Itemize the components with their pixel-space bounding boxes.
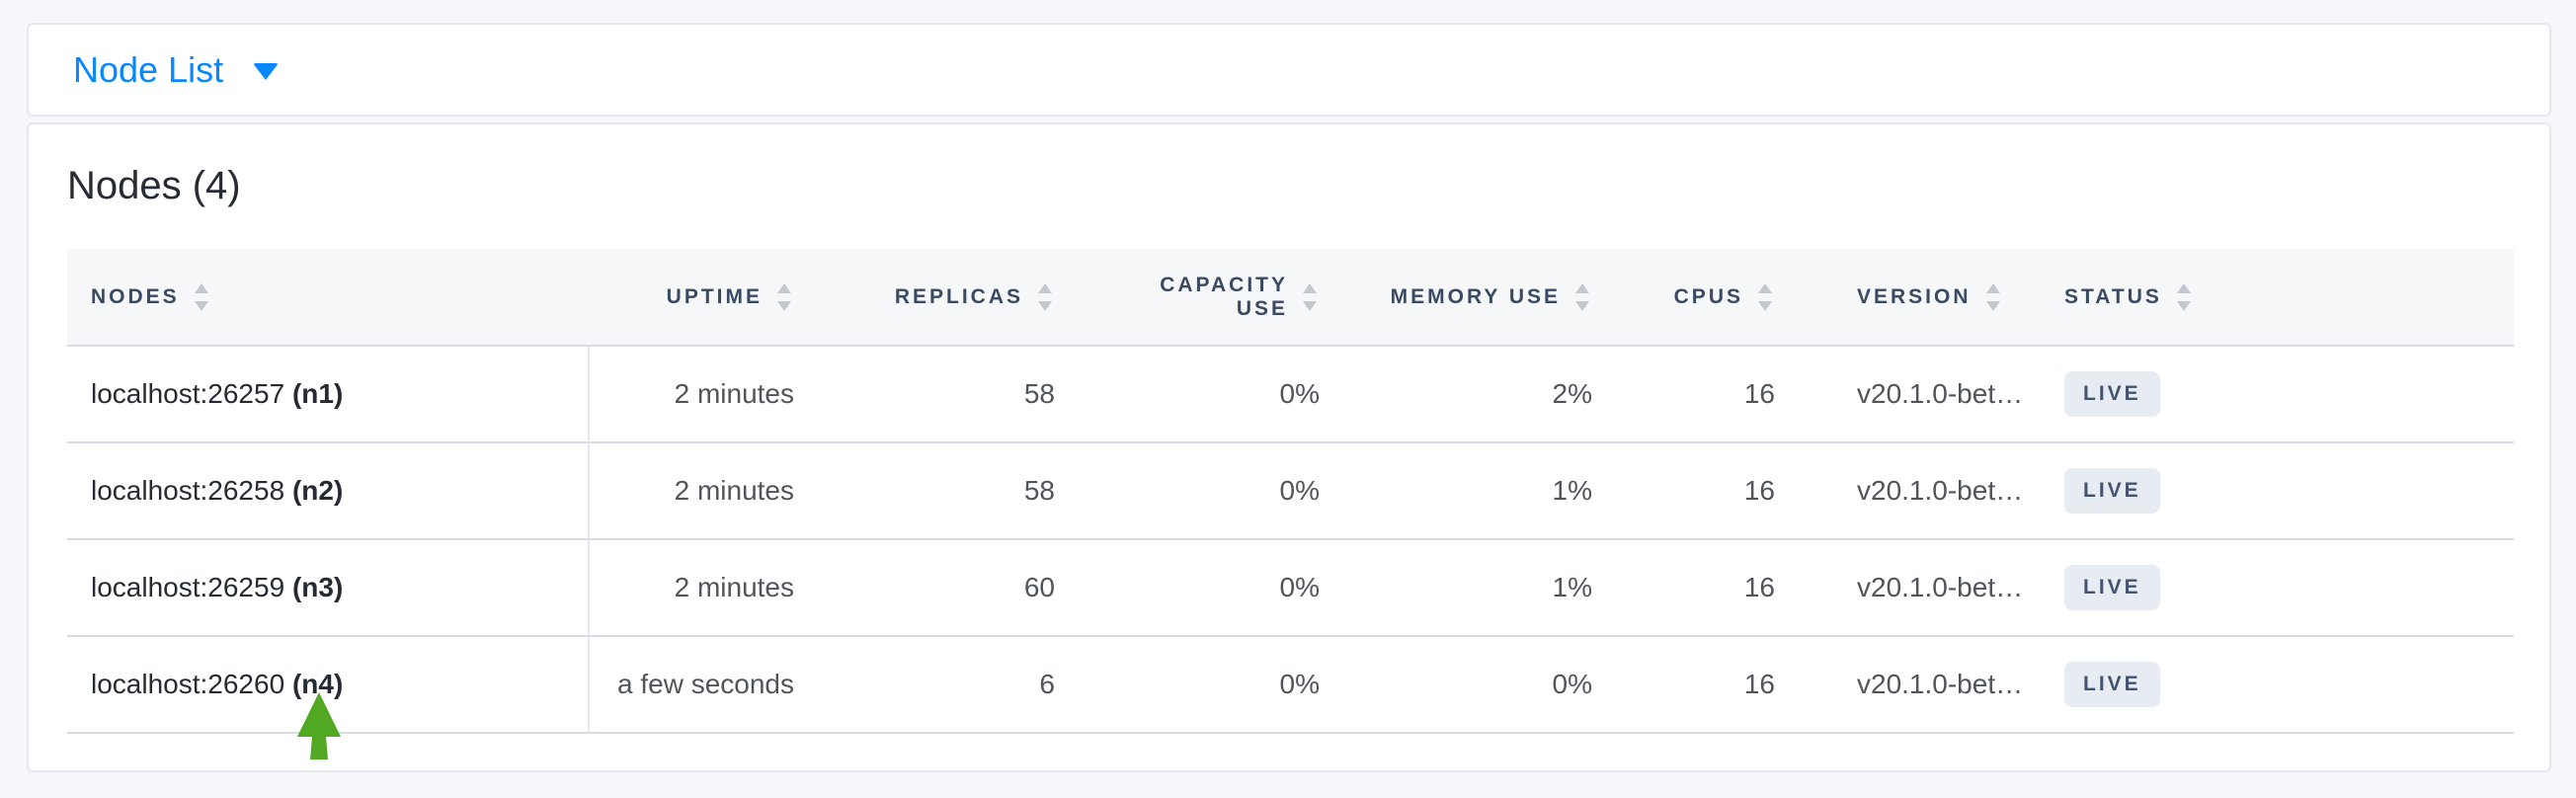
cell-status: LIVE — [2027, 636, 2514, 734]
cell-version: v20.1.0-bet… — [1819, 636, 2027, 734]
cell-status: LIVE — [2027, 539, 2514, 637]
cell-uptime: 2 minutes — [589, 442, 857, 540]
cell-version: v20.1.0-bet… — [1819, 442, 2027, 540]
column-header-nodes[interactable]: NODES — [67, 249, 589, 347]
cell-cpus: 16 — [1651, 442, 1819, 540]
node-id: (n4) — [291, 669, 344, 699]
view-selector-dropdown[interactable]: Node List — [73, 48, 280, 91]
cell-capacity_use: 0% — [1114, 346, 1379, 443]
status-badge: LIVE — [2064, 468, 2160, 514]
cell-replicas: 58 — [857, 346, 1114, 443]
cell-status: LIVE — [2027, 346, 2514, 443]
view-selector-card: Node List — [27, 23, 2551, 117]
cell-replicas: 60 — [857, 539, 1114, 637]
node-address: localhost:26259 — [91, 572, 285, 602]
cell-nodes: localhost:26259 (n3) — [67, 539, 590, 637]
cell-memory_use: 0% — [1379, 636, 1651, 734]
cell-version: v20.1.0-bet… — [1819, 346, 2027, 443]
cell-memory_use: 1% — [1379, 539, 1651, 637]
node-id: (n3) — [291, 572, 344, 602]
node-id: (n1) — [291, 378, 344, 409]
node-address: localhost:26257 — [91, 378, 285, 409]
cell-capacity_use: 0% — [1114, 539, 1379, 637]
node-link[interactable]: localhost:26257 (n1) — [91, 378, 343, 409]
column-header-capacity-use[interactable]: CAPACITY USE — [1114, 249, 1379, 347]
caret-down-icon — [253, 63, 280, 80]
cell-uptime: a few seconds — [589, 636, 857, 734]
sort-icon — [2176, 282, 2191, 311]
table-body: localhost:26257 (n1) 2 minutes 58 0% 2% 16 v20… — [67, 346, 2514, 734]
node-address: localhost:26260 — [91, 669, 285, 699]
column-header-uptime[interactable]: UPTIME — [589, 249, 857, 347]
sort-icon — [194, 282, 208, 311]
cell-status: LIVE — [2027, 442, 2514, 540]
nodes-table: NODES UPTIME REPLICAS — [67, 249, 2514, 734]
cell-cpus: 16 — [1651, 346, 1819, 443]
table-row: localhost:26258 (n2) 2 minutes 58 0% 1% 16 v20… — [67, 442, 2514, 540]
column-header-status[interactable]: STATUS — [2027, 249, 2514, 347]
arrow-up-icon — [297, 692, 341, 759]
sort-icon — [1758, 282, 1772, 311]
table-row: localhost:26257 (n1) 2 minutes 58 0% 2% 16 v20… — [67, 346, 2514, 443]
status-badge: LIVE — [2064, 662, 2160, 707]
cell-replicas: 58 — [857, 442, 1114, 540]
table-row: localhost:26259 (n3) 2 minutes 60 0% 1% 16 v20… — [67, 539, 2514, 637]
table-header: NODES UPTIME REPLICAS — [67, 249, 2514, 347]
column-header-version[interactable]: VERSION — [1819, 249, 2027, 347]
cell-uptime: 2 minutes — [589, 539, 857, 637]
cell-memory_use: 2% — [1379, 346, 1651, 443]
column-header-cpus[interactable]: CPUS — [1651, 249, 1819, 347]
column-header-replicas[interactable]: REPLICAS — [857, 249, 1114, 347]
cell-memory_use: 1% — [1379, 442, 1651, 540]
cell-replicas: 6 — [857, 636, 1114, 734]
status-badge: LIVE — [2064, 371, 2160, 417]
node-id: (n2) — [291, 475, 344, 506]
sort-icon — [1038, 282, 1052, 311]
sort-icon — [1985, 282, 2000, 311]
sort-icon — [1575, 282, 1589, 311]
view-selector-label: Node List — [73, 48, 224, 90]
cell-uptime: 2 minutes — [589, 346, 857, 443]
node-link[interactable]: localhost:26258 (n2) — [91, 475, 343, 506]
node-link[interactable]: localhost:26259 (n3) — [91, 572, 343, 602]
sort-icon — [777, 282, 791, 311]
cell-version: v20.1.0-bet… — [1819, 539, 2027, 637]
cell-cpus: 16 — [1651, 539, 1819, 637]
node-address: localhost:26258 — [91, 475, 285, 506]
cell-nodes: localhost:26258 (n2) — [67, 442, 590, 540]
nodes-card: Nodes (4) NODES UPTIME — [27, 122, 2551, 772]
cell-capacity_use: 0% — [1114, 636, 1379, 734]
cell-cpus: 16 — [1651, 636, 1819, 734]
table-row: localhost:26260 (n4) a few seconds 6 0% 0% 16… — [67, 636, 2514, 734]
page-title: Nodes (4) — [67, 164, 241, 207]
column-header-memory-use[interactable]: MEMORY USE — [1379, 249, 1651, 347]
sort-icon — [1303, 282, 1317, 311]
cell-nodes: localhost:26257 (n1) — [67, 346, 590, 443]
cell-capacity_use: 0% — [1114, 442, 1379, 540]
node-link[interactable]: localhost:26260 (n4) — [91, 669, 343, 699]
status-badge: LIVE — [2064, 565, 2160, 610]
